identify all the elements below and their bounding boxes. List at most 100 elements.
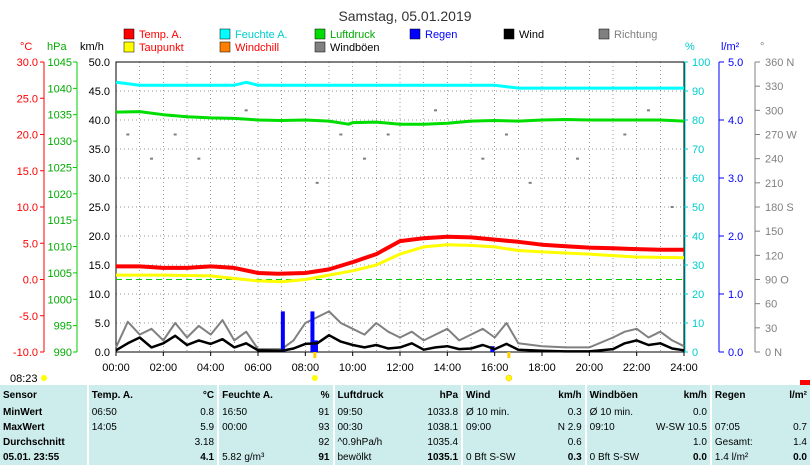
legend-swatch [314, 28, 326, 40]
cell: 09:50 [332, 405, 421, 420]
time-tick-label: 18:00 [528, 362, 556, 374]
cell: 00:30 [332, 420, 421, 435]
rain-bar [310, 311, 315, 352]
rain-tick-label: 5.0 [728, 57, 743, 69]
rain-bar [313, 340, 318, 352]
pressure-tick-label: 1030 [48, 136, 72, 148]
legend-swatch [503, 28, 515, 40]
cell: 14:05 [86, 420, 184, 435]
cell [86, 435, 184, 450]
table-header-row: Sensor Temp. A. °C Feuchte A. % Luftdruc… [0, 385, 810, 405]
rain-tick-label: 1.0 [728, 289, 743, 301]
cell: 0.0 [693, 452, 707, 463]
pressure-tick-label: 1000 [48, 294, 72, 306]
table-row-average: Durchschnitt 3.18 92 ^0.9hPa/h 1035.4 0.… [0, 435, 810, 450]
direction-mark [150, 157, 153, 160]
cell: 1035.4 [427, 437, 459, 448]
header-sensor: Sensor [3, 389, 37, 401]
time-tick-label: 00:00 [102, 362, 130, 374]
time-tick-label: 12:00 [386, 362, 414, 374]
legend-swatch [219, 41, 231, 53]
cell: Ø 10 min. [461, 405, 538, 420]
header-temp: Temp. A. [86, 385, 184, 405]
wind-tick-label: 50.0 [89, 57, 110, 69]
series-line-taupunkt [116, 243, 685, 284]
direction-mark [481, 157, 485, 160]
time-tick-label: 08:00 [292, 362, 320, 374]
direction-mark [363, 157, 366, 160]
cell: 1.4 l/m² [709, 450, 768, 465]
pressure-tick-label: 1040 [48, 83, 72, 95]
direction-mark [528, 181, 532, 184]
header-wind: Wind [461, 385, 538, 405]
cell: 0.0 [693, 407, 707, 418]
edge-marker [800, 380, 810, 385]
rain-tick-label: 4.0 [728, 115, 743, 127]
cell: 1035.1 [427, 452, 459, 463]
pressure-tick-label: 1005 [48, 268, 72, 280]
cell: 3.18 [194, 437, 215, 448]
legend-label: Regen [425, 29, 457, 41]
table-row-max: MaxWert 14:05 5.9 00:00 93 00:30 1038.1 … [0, 420, 810, 435]
header-pressure: Luftdruck [332, 385, 421, 405]
series-line-luftdruck [115, 110, 685, 126]
series-line-wind [115, 333, 685, 353]
chart-legend: Temp. A. Feuchte A. Luftdruck Regen Wind Rich… [123, 28, 657, 54]
pressure-tick-label: 1015 [48, 215, 72, 227]
cell: 09:10 [584, 420, 652, 435]
humidity-tick-label: 20 [692, 289, 704, 301]
cell: 92 [318, 437, 330, 448]
pressure-tick-label: 1010 [48, 242, 72, 254]
row-label: Durchschnitt [3, 437, 65, 448]
cell: 93 [318, 422, 330, 433]
direction-mark [505, 133, 508, 136]
cell: 4.1 [200, 452, 215, 463]
cell [86, 450, 184, 465]
legend-swatch [409, 28, 421, 40]
wind-tick-label: 15.0 [89, 260, 110, 272]
cell: 0.3 [567, 452, 582, 463]
sunrise-time: 08:23 [10, 373, 38, 385]
axes: °C hPa km/h% l/m² ° 30.0 25.0 20.0 15.0 10.0 5.0 0.… [13, 41, 797, 374]
grid-lines [116, 62, 684, 352]
wind-tick-label: 10.0 [89, 289, 110, 301]
cell: bewölkt [332, 450, 421, 465]
cell: Ø 10 min. [584, 405, 652, 420]
direction-mark [647, 109, 650, 112]
pressure-axis-unit: hPa [47, 41, 67, 53]
data-series [115, 80, 685, 353]
cell: N 2.9 [557, 422, 582, 433]
cell [767, 405, 810, 420]
header-temp-unit: °C [202, 389, 215, 401]
header-rain-unit: l/m² [789, 389, 807, 401]
cell: ^0.9hPa/h [332, 435, 421, 450]
direction-tick-label: 210 [765, 178, 783, 190]
legend-swatch [123, 41, 135, 53]
pressure-tick-label: 1035 [48, 110, 72, 122]
legend-label: Wind [519, 29, 544, 41]
sunrise-tick [313, 352, 317, 358]
direction-mark [339, 133, 343, 136]
pressure-tick-label: 1020 [48, 189, 72, 201]
humidity-tick-label: 70 [692, 144, 704, 156]
table-row-current: 05.01. 23:55 4.1 5.82 g/m³ 91 bewölkt 10… [0, 450, 810, 465]
humidity-tick-label: 40 [692, 231, 704, 243]
direction-mark [576, 157, 579, 160]
time-tick-label: 06:00 [244, 362, 272, 374]
table-row-min: MinWert 06:50 0.8 16:50 91 09:50 1033.8 … [0, 405, 810, 420]
cell: 5.82 g/m³ [217, 450, 308, 465]
direction-mark [197, 157, 201, 160]
series-line-temp-a- [116, 234, 684, 276]
sun-marker [505, 374, 513, 382]
cell: 1.0 [693, 437, 707, 448]
legend-label: Temp. A. [139, 29, 182, 41]
humidity-tick-label: 80 [692, 115, 704, 127]
temp-tick-label: 10.0 [17, 202, 38, 214]
wind-tick-label: 30.0 [89, 173, 110, 185]
direction-tick-label: 270 W [765, 130, 797, 142]
series-line-feuchte-a- [115, 80, 684, 90]
cell: 16:50 [217, 405, 308, 420]
temp-tick-label: 5.0 [23, 238, 38, 250]
pressure-tick-label: 1045 [48, 57, 72, 69]
direction-tick-label: 150 [765, 226, 783, 238]
